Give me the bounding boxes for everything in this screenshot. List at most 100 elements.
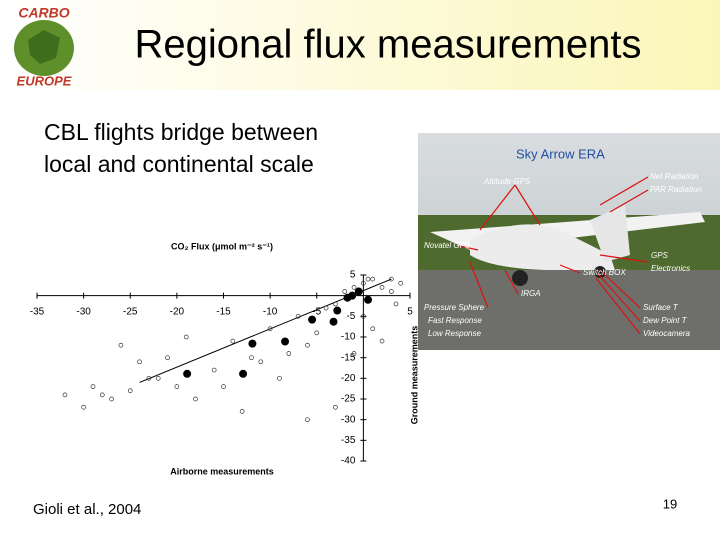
open-point: [370, 276, 376, 282]
open-point: [342, 289, 348, 294]
open-point: [286, 351, 292, 356]
filled-point: [329, 317, 338, 326]
open-point: [365, 276, 371, 282]
photo-fuselage: [470, 224, 615, 270]
open-point: [221, 384, 226, 389]
x-tick-label: -25: [123, 306, 138, 317]
open-point: [193, 396, 198, 402]
leader-lines: [459, 176, 649, 335]
open-point: [211, 367, 217, 373]
photo-label: Novatel GPS: [424, 241, 471, 250]
logo: CARBO EUROPE: [14, 5, 74, 88]
y-axis-title: Ground measurements: [409, 326, 419, 425]
open-point: [333, 404, 338, 410]
open-point: [90, 384, 96, 389]
filled-point: [354, 287, 363, 296]
body-line: local and continental scale: [44, 151, 314, 177]
photo-wheel: [594, 266, 606, 278]
open-point: [109, 396, 114, 402]
open-point: [118, 342, 124, 348]
x-tick-label: 5: [407, 306, 413, 317]
y-tick-label: -20: [341, 373, 356, 384]
y-tick-label: -40: [341, 456, 356, 467]
open-point: [379, 285, 385, 290]
open-point: [323, 305, 329, 311]
filled-point: [239, 369, 248, 378]
filled-point: [248, 339, 257, 348]
open-point: [62, 392, 68, 398]
open-point: [389, 289, 394, 294]
logo-text: EUROPE: [17, 73, 72, 88]
photo-label: Low Response: [428, 329, 481, 338]
open-point: [155, 375, 161, 381]
scatter-chart: CO₂ Flux (μmol m⁻² s⁻¹) Airborne measure…: [30, 241, 420, 476]
photo-label: Switch BOX: [583, 268, 626, 277]
open-point: [81, 404, 86, 410]
x-tick-label: -5: [312, 306, 321, 317]
open-point: [137, 359, 142, 365]
open-point: [267, 326, 273, 332]
photo-wheel: [512, 270, 528, 286]
body-line: CBL flights bridge between: [44, 119, 318, 145]
photo-label: Pressure Sphere: [424, 303, 485, 312]
photo-label: Surface T: [643, 303, 679, 312]
open-point: [174, 384, 180, 389]
x-tick-label: -10: [263, 306, 278, 317]
x-axis-title: Airborne measurements: [170, 466, 274, 476]
photo-label: Electronics: [651, 264, 690, 273]
open-point: [389, 276, 394, 282]
open-point: [351, 285, 357, 290]
open-point: [314, 330, 320, 336]
open-point: [398, 280, 404, 286]
open-point: [258, 359, 264, 365]
y-tick-label: -25: [341, 394, 356, 405]
citation: Gioli et al., 2004: [33, 501, 141, 518]
filled-point: [364, 295, 373, 304]
header-band: [0, 0, 720, 90]
x-tick-label: -30: [76, 306, 91, 317]
x-tick-label: -15: [216, 306, 231, 317]
y-tick-label: -30: [341, 414, 356, 425]
open-point: [351, 351, 357, 356]
photo-label: Fast Response: [428, 316, 482, 325]
open-point: [305, 417, 310, 423]
open-point: [183, 334, 189, 340]
open-point: [146, 375, 152, 381]
open-point: [277, 375, 282, 381]
y-tick-label: -35: [341, 435, 356, 446]
photo-tail: [590, 205, 630, 262]
open-point: [239, 409, 245, 414]
logo-text: CARBO: [18, 5, 69, 21]
photo-label: Net Radiation: [650, 172, 699, 181]
open-point: [379, 338, 385, 344]
x-tick-label: -35: [30, 306, 45, 317]
open-point: [305, 342, 310, 348]
open-point: [165, 355, 170, 361]
logo-map: [28, 30, 60, 64]
filled-point: [333, 306, 342, 315]
open-point: [393, 301, 399, 307]
filled-point: [308, 315, 317, 324]
y-tick-label: -5: [346, 311, 355, 322]
open-point: [99, 392, 105, 398]
open-point: [127, 388, 133, 394]
photo-label: GPS: [651, 251, 669, 260]
page-number: 19: [663, 496, 677, 511]
photo-label: Attitude GPS: [483, 177, 531, 186]
filled-point: [183, 369, 192, 378]
photo-label: Videocamera: [643, 329, 691, 338]
open-point: [370, 326, 376, 332]
photo-tarmac: [418, 270, 720, 350]
y-tick-label: -15: [341, 352, 356, 363]
open-point: [230, 338, 236, 344]
filled-point: [348, 291, 357, 300]
photo-label: PAR Radiation: [650, 185, 702, 194]
photo-label: Dew Point T: [643, 316, 688, 325]
photo: Sky Arrow ERA Attitude GPS Net Radiation PA…: [418, 133, 720, 350]
filled-point: [281, 337, 290, 346]
y-tick-label: 5: [350, 270, 356, 281]
open-point: [361, 280, 366, 286]
photo-label: IRGA: [521, 289, 541, 298]
y-tick-label: -10: [341, 332, 356, 343]
open-point: [249, 355, 254, 361]
